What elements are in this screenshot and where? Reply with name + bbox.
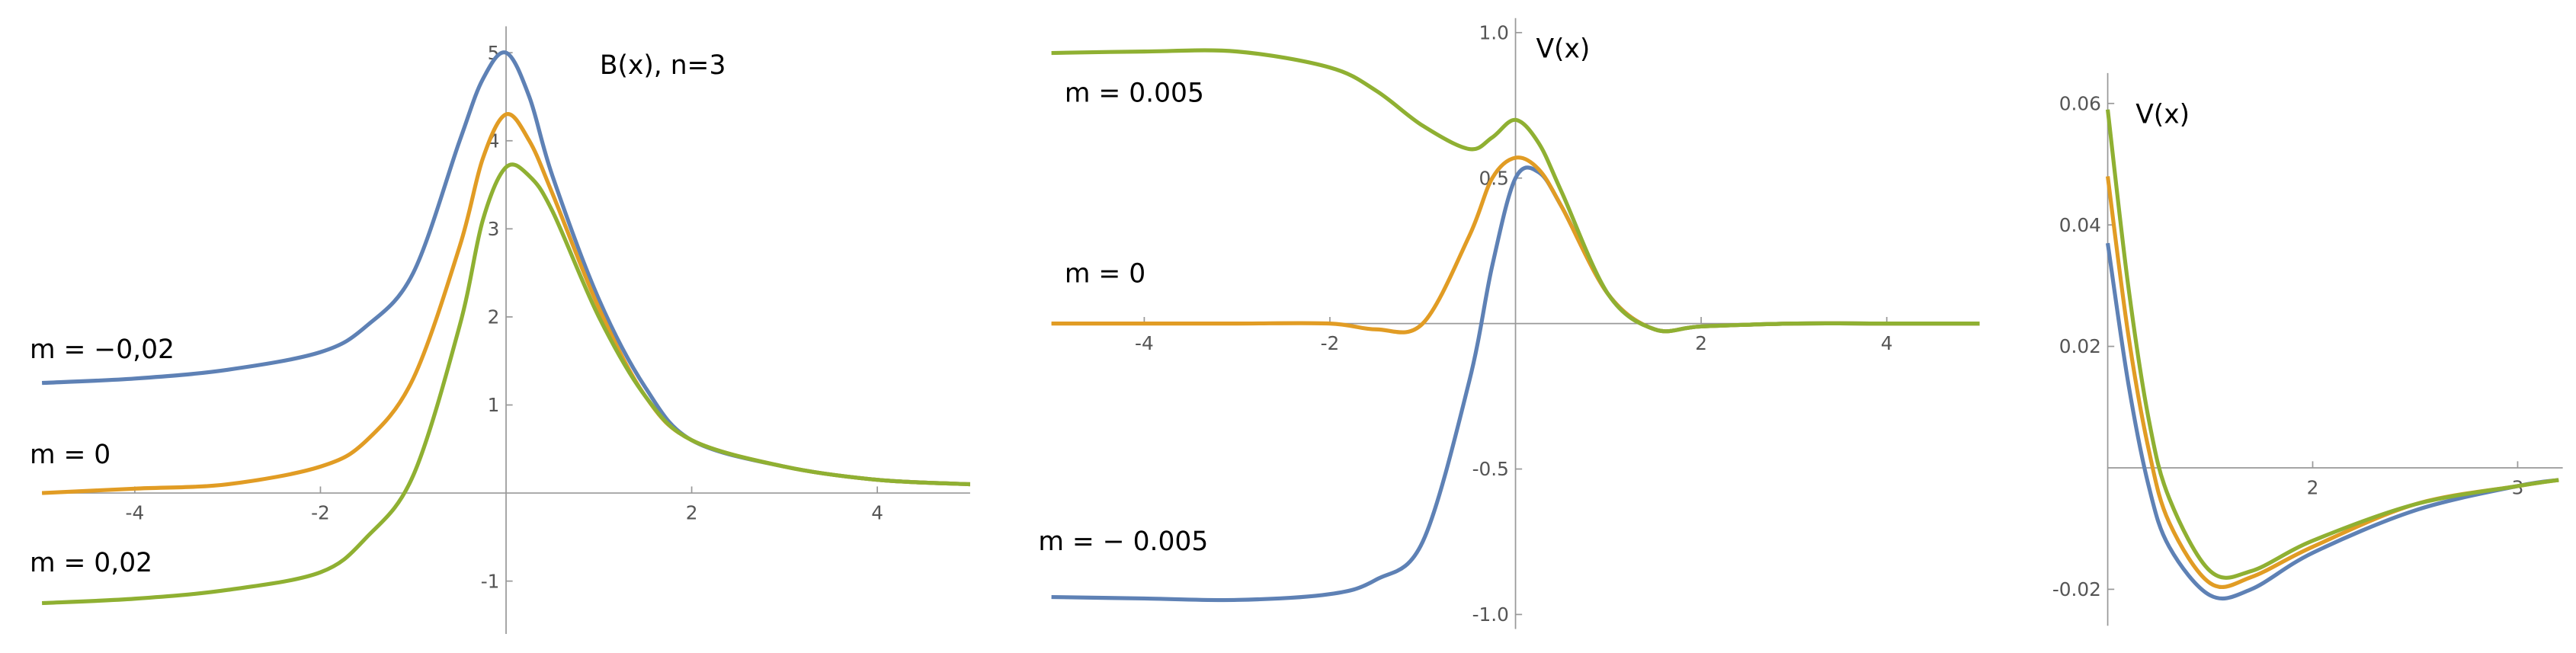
x-tick-label: 2 — [686, 502, 698, 524]
x-tick-label: 2 — [2307, 476, 2319, 498]
y-tick-label: 2 — [488, 306, 500, 328]
series-label: m = −0,02 — [30, 335, 175, 365]
series-label: m = − 0.005 — [1038, 527, 1208, 557]
y-tick-label: -1.0 — [1472, 603, 1509, 626]
x-tick-label: -2 — [1321, 332, 1340, 354]
y-tick-label: 1 — [488, 394, 500, 416]
series-line — [2105, 176, 2559, 589]
x-tick-label: -2 — [311, 502, 330, 524]
series-line — [41, 162, 971, 606]
y-tick-label: 0.04 — [2059, 214, 2101, 236]
y-tick-label: 0.06 — [2059, 92, 2101, 114]
x-tick-label: 4 — [871, 502, 883, 524]
y-tick-label: 0.02 — [2059, 335, 2101, 357]
chart-title: V(x) — [1536, 34, 1590, 64]
y-tick-label: -1 — [481, 570, 500, 592]
series-line — [2105, 109, 2559, 580]
series-label: m = 0.005 — [1065, 78, 1204, 109]
y-tick-label: -0.5 — [1472, 458, 1509, 480]
x-tick-label: -4 — [1135, 332, 1154, 354]
chart-title: B(x), n=3 — [600, 50, 726, 81]
y-tick-label: 1.0 — [1479, 21, 1509, 43]
x-tick-label: 4 — [1881, 332, 1893, 354]
series-label: m = 0,02 — [30, 548, 152, 578]
series-line — [1051, 48, 1980, 334]
y-tick-label: 3 — [488, 218, 500, 240]
series-line — [2106, 242, 2559, 600]
chart-title: V(x) — [2135, 100, 2190, 130]
x-tick-label: -4 — [126, 502, 145, 524]
series-label: m = 0 — [1065, 259, 1145, 290]
y-tick-label: -0.02 — [2052, 578, 2101, 600]
x-tick-label: 2 — [1695, 332, 1707, 354]
series-label: m = 0 — [30, 440, 111, 470]
